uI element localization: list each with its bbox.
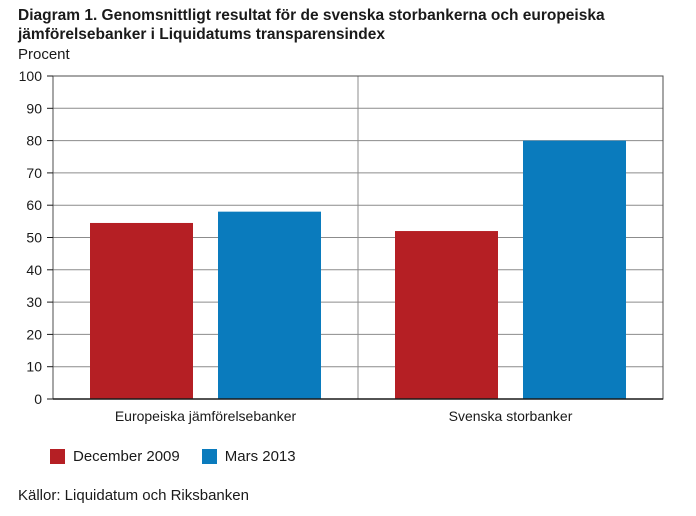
y-tick-label-50: 50 [26,230,42,246]
chart-title: Diagram 1. Genomsnittligt resultat för d… [18,7,605,43]
bar-december-2009-europeiska-jamforelsebanker [90,222,193,399]
legend-swatch-december-2009 [50,449,65,464]
y-tick-label-80: 80 [26,133,42,149]
y-tick-label-30: 30 [26,294,42,310]
y-tick-label-20: 20 [26,326,42,342]
bar-december-2009-svenska-storbanker [395,231,498,399]
bars [90,140,626,399]
y-axis-unit-label: Procent [18,46,70,63]
y-tick-label-10: 10 [26,359,42,375]
y-tick-label-0: 0 [34,391,42,407]
bar-mars-2013-europeiska-jamforelsebanker [218,211,321,399]
plot-frame [47,75,664,400]
category-labels: Europeiska jämförelsebanker Svenska storb… [115,408,573,424]
y-tick-label-60: 60 [26,197,42,213]
legend: December 2009 Mars 2013 [50,448,318,465]
source-note: Källor: Liquidatum och Riksbanken [18,487,249,504]
bar-mars-2013-svenska-storbanker [523,140,626,399]
y-tick-label-40: 40 [26,262,42,278]
legend-item-december-2009: December 2009 [50,448,180,465]
legend-label-mars-2013: Mars 2013 [224,448,296,465]
bar-chart: 0 10 20 30 40 50 60 70 80 90 100 Europeiska jämför… [19,68,664,424]
y-tick-label-100: 100 [19,68,43,84]
legend-swatch-mars-2013 [201,449,217,464]
legend-item-mars-2013: Mars 2013 [201,448,296,465]
category-label-svenska-storbanker: Svenska storbanker [449,408,573,424]
y-tick-label-70: 70 [26,165,42,181]
legend-label-december-2009: December 2009 [73,448,180,465]
y-tick-label-90: 90 [26,100,42,116]
category-label-europeiska-jamforelsebanker: Europeiska jämförelsebanker [115,408,297,424]
y-tick-labels: 0 10 20 30 40 50 60 70 80 90 100 [19,68,43,407]
